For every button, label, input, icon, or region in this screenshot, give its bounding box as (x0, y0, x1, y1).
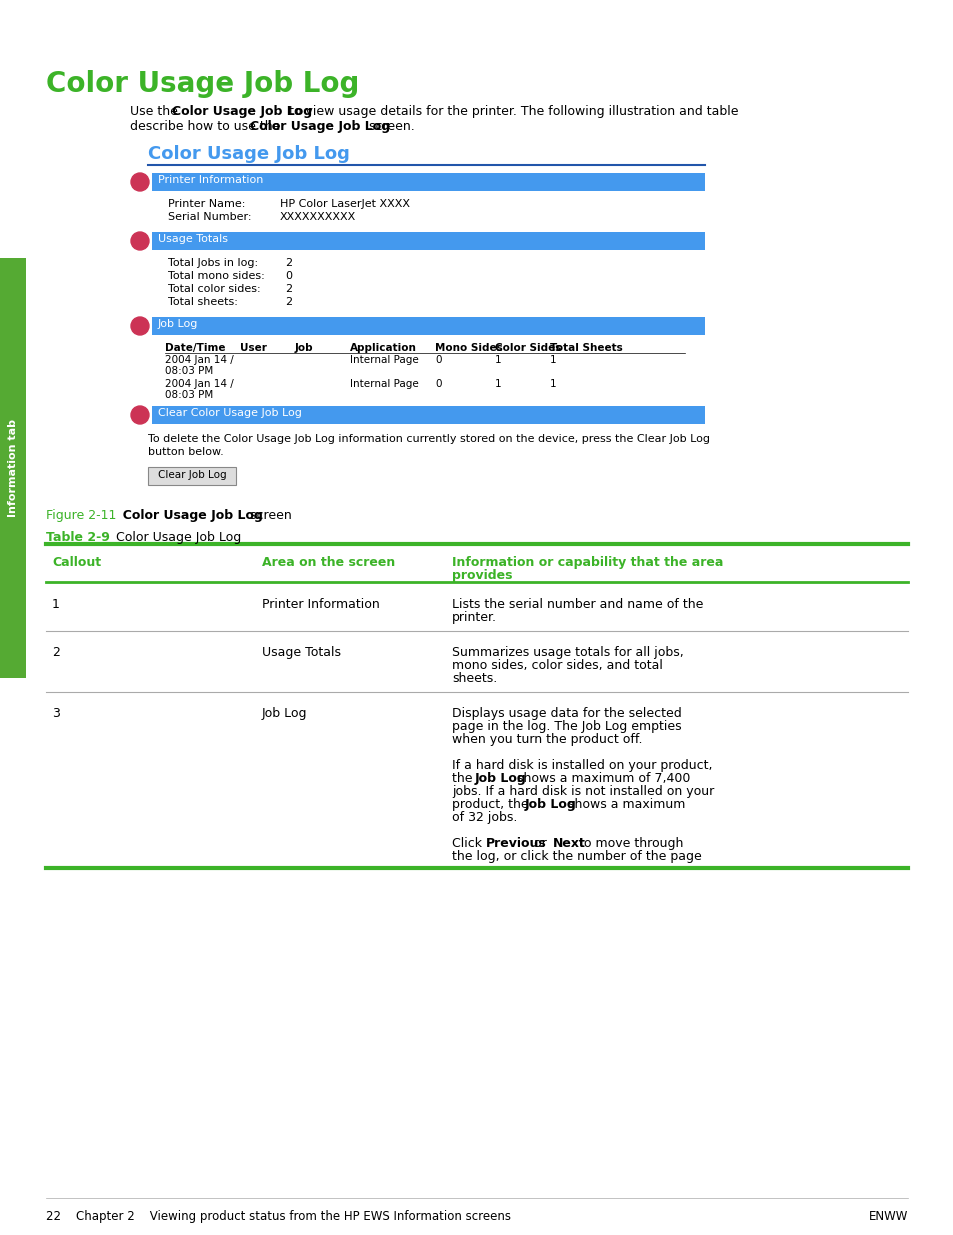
Bar (152, 317, 704, 335)
Text: to view usage details for the printer. The following illustration and table: to view usage details for the printer. T… (285, 105, 738, 119)
Text: Clear Color Usage Job Log: Clear Color Usage Job Log (158, 408, 301, 417)
Text: Next: Next (552, 837, 585, 850)
Text: shows a maximum: shows a maximum (563, 798, 684, 811)
Text: Displays usage data for the selected: Displays usage data for the selected (452, 706, 681, 720)
Text: If a hard disk is installed on your product,: If a hard disk is installed on your prod… (452, 760, 712, 772)
Text: button below.: button below. (148, 447, 224, 457)
Text: Information tab: Information tab (8, 419, 18, 517)
Text: Color Usage Job Log: Color Usage Job Log (108, 531, 241, 543)
Circle shape (131, 173, 149, 191)
Text: Total Jobs in log:: Total Jobs in log: (168, 258, 258, 268)
Text: Job Log: Job Log (262, 706, 307, 720)
Bar (152, 232, 704, 249)
Circle shape (131, 406, 149, 424)
Text: 0: 0 (285, 270, 292, 282)
Text: Table 2-9: Table 2-9 (46, 531, 110, 543)
Text: page in the log. The Job Log empties: page in the log. The Job Log empties (452, 720, 680, 734)
Text: Job: Job (294, 343, 314, 353)
Text: Callout: Callout (52, 556, 101, 569)
Circle shape (131, 232, 149, 249)
Text: of 32 jobs.: of 32 jobs. (452, 811, 517, 824)
Text: Usage Totals: Usage Totals (262, 646, 340, 659)
Text: 2004 Jan 14 /: 2004 Jan 14 / (165, 354, 233, 366)
Text: product, the: product, the (452, 798, 532, 811)
Text: screen.: screen. (365, 120, 415, 133)
Text: 0: 0 (435, 379, 441, 389)
Text: 2: 2 (52, 646, 60, 659)
Text: 0: 0 (435, 354, 441, 366)
Text: Color Usage Job Log: Color Usage Job Log (148, 144, 350, 163)
Text: Previous: Previous (485, 837, 546, 850)
Text: describe how to use the: describe how to use the (130, 120, 284, 133)
Text: sheets.: sheets. (452, 672, 497, 685)
Text: Internal Page: Internal Page (350, 379, 418, 389)
Circle shape (131, 317, 149, 335)
Text: Job Log: Job Log (524, 798, 576, 811)
Text: Color Usage Job Log: Color Usage Job Log (250, 120, 390, 133)
Text: Serial Number:: Serial Number: (168, 212, 252, 222)
Text: To delete the Color Usage Job Log information currently stored on the device, pr: To delete the Color Usage Job Log inform… (148, 433, 709, 445)
Text: 2: 2 (285, 296, 292, 308)
Text: Color Usage Job Log: Color Usage Job Log (46, 70, 359, 98)
Text: Total color sides:: Total color sides: (168, 284, 260, 294)
Text: 08:03 PM: 08:03 PM (165, 390, 213, 400)
Text: Internal Page: Internal Page (350, 354, 418, 366)
Text: when you turn the product off.: when you turn the product off. (452, 734, 641, 746)
Text: 2: 2 (285, 258, 292, 268)
Text: provides: provides (452, 569, 512, 582)
Bar (152, 406, 704, 424)
Text: Information or capability that the area: Information or capability that the area (452, 556, 722, 569)
Text: Total mono sides:: Total mono sides: (168, 270, 265, 282)
Text: 1: 1 (495, 379, 501, 389)
Bar (148, 467, 235, 485)
Text: Color Sides: Color Sides (495, 343, 560, 353)
Text: Summarizes usage totals for all jobs,: Summarizes usage totals for all jobs, (452, 646, 683, 659)
Text: shows a maximum of 7,400: shows a maximum of 7,400 (513, 772, 690, 785)
Text: Lists the serial number and name of the: Lists the serial number and name of the (452, 598, 702, 611)
Text: 1: 1 (495, 354, 501, 366)
Text: User: User (240, 343, 267, 353)
Text: 1: 1 (550, 379, 556, 389)
Text: Mono Sides: Mono Sides (435, 343, 502, 353)
Text: 1: 1 (52, 598, 60, 611)
Text: 3: 3 (52, 706, 60, 720)
Text: Total sheets:: Total sheets: (168, 296, 237, 308)
Text: 1: 1 (550, 354, 556, 366)
Text: Click: Click (452, 837, 485, 850)
Text: Figure 2-11: Figure 2-11 (46, 509, 116, 522)
Text: Job Log: Job Log (158, 319, 198, 329)
Text: to move through: to move through (574, 837, 682, 850)
Text: Job Log: Job Log (474, 772, 525, 785)
Text: ENWW: ENWW (868, 1210, 907, 1223)
Text: Clear Job Log: Clear Job Log (157, 471, 226, 480)
Text: mono sides, color sides, and total: mono sides, color sides, and total (452, 659, 662, 672)
Text: Usage Totals: Usage Totals (158, 233, 228, 245)
Text: Area on the screen: Area on the screen (262, 556, 395, 569)
Text: HP Color LaserJet XXXX: HP Color LaserJet XXXX (280, 199, 410, 209)
Text: or: or (530, 837, 550, 850)
Text: Color Usage Job Log: Color Usage Job Log (113, 509, 263, 522)
Bar (152, 173, 704, 191)
Text: Color Usage Job Log: Color Usage Job Log (172, 105, 312, 119)
Text: Printer Information: Printer Information (262, 598, 379, 611)
Text: Application: Application (350, 343, 416, 353)
Text: Total Sheets: Total Sheets (550, 343, 622, 353)
Text: 22    Chapter 2    Viewing product status from the HP EWS Information screens: 22 Chapter 2 Viewing product status from… (46, 1210, 511, 1223)
Text: screen: screen (246, 509, 292, 522)
Text: 08:03 PM: 08:03 PM (165, 366, 213, 375)
Text: Printer Name:: Printer Name: (168, 199, 245, 209)
Text: Use the: Use the (130, 105, 182, 119)
Text: Printer Information: Printer Information (158, 175, 263, 185)
Text: XXXXXXXXXX: XXXXXXXXXX (280, 212, 355, 222)
Text: printer.: printer. (452, 611, 497, 624)
Bar (0, 258, 26, 678)
Text: jobs. If a hard disk is not installed on your: jobs. If a hard disk is not installed on… (452, 785, 714, 798)
Text: Date/Time: Date/Time (165, 343, 225, 353)
Text: 2: 2 (285, 284, 292, 294)
Text: 2004 Jan 14 /: 2004 Jan 14 / (165, 379, 233, 389)
Text: the log, or click the number of the page: the log, or click the number of the page (452, 850, 701, 863)
Text: the: the (452, 772, 476, 785)
